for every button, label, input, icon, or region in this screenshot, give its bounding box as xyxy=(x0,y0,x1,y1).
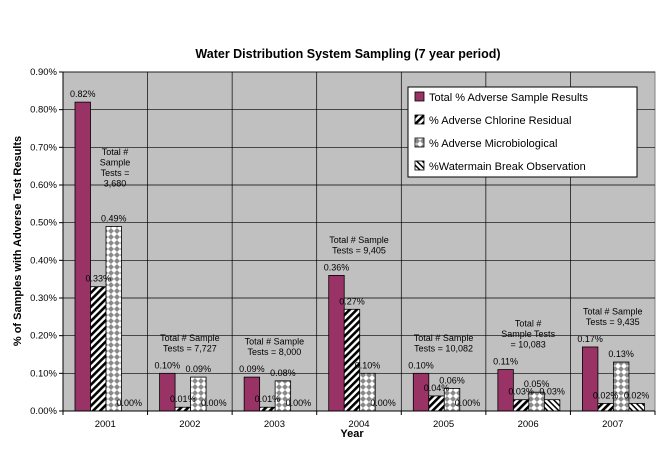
annotation-total-tests: Tests = 10,082 xyxy=(414,343,473,353)
annotation-total-tests: Total # Sample xyxy=(329,235,389,245)
y-axis-ticks: 0.00% 0.10% 0.20% 0.30% 0.40% 0.50% 0.60% 0.70%… xyxy=(30,67,63,417)
annotation-total-tests: Total # Sample xyxy=(160,333,220,343)
bar-diagonal-2002 xyxy=(174,406,191,412)
data-label: 0.10% xyxy=(408,360,434,370)
data-label: 0.01% xyxy=(170,394,196,404)
x-tick-label: 2006 xyxy=(518,419,539,430)
annotation-total-tests: Tests = 8,000 xyxy=(248,347,302,357)
x-axis-title: Year xyxy=(340,428,364,440)
y-tick-label: 0.00% xyxy=(30,406,57,417)
data-label: 0.17% xyxy=(577,334,603,344)
legend-label: % Adverse Chlorine Residual xyxy=(429,115,571,127)
y-axis-title: % of Samples with Adverse Test Results xyxy=(12,136,24,346)
data-label: 0.00% xyxy=(116,398,142,408)
x-tick-label: 2005 xyxy=(433,419,454,430)
bar-solid-2001 xyxy=(74,101,91,412)
y-tick-label: 0.50% xyxy=(30,218,57,229)
data-labels: 0.82% 0.33% 0.49% 0.00% 0.10% 0.01% 0.09% 0.00%… xyxy=(70,89,649,408)
annotation-total-tests: Tests = 9,405 xyxy=(332,245,386,255)
legend-swatch xyxy=(414,114,425,125)
data-label: 0.00% xyxy=(455,398,481,408)
y-tick-label: 0.90% xyxy=(30,67,57,78)
bar-hatch-2006 xyxy=(543,399,561,412)
bar-diagonal-2006 xyxy=(512,399,530,412)
annotation-total-tests: Tests = xyxy=(101,168,130,178)
legend-swatch xyxy=(414,160,425,171)
bar-diamond-2001 xyxy=(105,226,122,412)
legend: Total % Adverse Sample Results % Adverse … xyxy=(407,86,638,178)
data-label: 0.27% xyxy=(339,296,365,306)
data-label: 0.10% xyxy=(355,360,381,370)
annotation-total-tests: Total # Sample xyxy=(245,337,305,347)
annotation-total-tests: Total # Sample xyxy=(414,333,474,343)
y-tick-label: 0.10% xyxy=(30,368,57,379)
bar-diagonal-2005 xyxy=(428,395,445,412)
data-label: 0.02% xyxy=(624,390,650,400)
data-label: 0.00% xyxy=(201,398,227,408)
bar-solid-2002 xyxy=(159,372,176,412)
y-tick-label: 0.60% xyxy=(30,180,57,191)
x-tick-label: 2001 xyxy=(95,419,116,430)
annotation-total-tests: = 10,083 xyxy=(510,340,545,350)
bar-diagonal-2001 xyxy=(90,286,107,412)
annotation-total-tests: Sample xyxy=(100,157,131,167)
bar-diagonal-2003 xyxy=(259,406,276,412)
annotation-total-tests: Total # xyxy=(102,147,129,157)
bar-solid-2007 xyxy=(582,346,599,412)
x-tick-label: 2003 xyxy=(264,419,285,430)
legend-label: %Watermain Break Observation xyxy=(429,161,586,173)
annotation-total-tests: 3,680 xyxy=(104,178,127,188)
data-label: 0.04% xyxy=(424,383,450,393)
data-label: 0.03% xyxy=(539,387,565,397)
legend-box xyxy=(407,86,638,178)
y-tick-label: 0.40% xyxy=(30,255,57,266)
x-tick-label: 2007 xyxy=(602,419,623,430)
x-axis-ticks: 2001 2002 2003 2004 2005 2006 2007 xyxy=(62,411,656,430)
data-label: 0.36% xyxy=(324,262,350,272)
data-label: 0.00% xyxy=(286,398,312,408)
data-label: 0.10% xyxy=(155,360,181,370)
data-label: 0.00% xyxy=(370,398,396,408)
data-label: 0.09% xyxy=(186,364,212,374)
data-label: 0.13% xyxy=(608,349,634,359)
data-label: 0.05% xyxy=(524,379,550,389)
data-label: 0.11% xyxy=(493,357,518,367)
legend-label: % Adverse Microbiological xyxy=(429,138,557,150)
legend-label: Total % Adverse Sample Results xyxy=(429,92,588,104)
data-label: 0.82% xyxy=(70,89,96,99)
legend-swatch xyxy=(414,137,425,148)
annotation-total-tests: Tests = 7,727 xyxy=(163,343,217,353)
bar-diagonal-2007 xyxy=(597,403,614,412)
data-label: 0.33% xyxy=(85,274,111,284)
annotation-total-tests: Sample Tests xyxy=(501,329,555,339)
y-tick-label: 0.70% xyxy=(30,142,57,153)
data-label: 0.03% xyxy=(508,387,534,397)
x-tick-label: 2004 xyxy=(348,419,369,430)
bars xyxy=(74,101,645,412)
annotation-total-tests: Total # Sample xyxy=(583,306,643,316)
data-label: 0.01% xyxy=(255,394,281,404)
chart-title: Water Distribution System Sampling (7 ye… xyxy=(195,47,500,61)
y-tick-label: 0.20% xyxy=(30,331,57,342)
y-tick-label: 0.80% xyxy=(30,105,57,116)
y-tick-label: 0.30% xyxy=(30,293,57,304)
data-label: 0.49% xyxy=(101,213,127,223)
annotation-total-tests: Total # xyxy=(515,319,542,329)
bar-hatch-2007 xyxy=(628,403,645,412)
annotation-total-tests: Tests = 9,435 xyxy=(586,317,640,327)
data-label: 0.09% xyxy=(239,364,265,374)
legend-swatch xyxy=(414,91,425,102)
data-label: 0.06% xyxy=(439,375,465,385)
x-tick-label: 2002 xyxy=(179,419,200,430)
data-label: 0.02% xyxy=(593,390,619,400)
bar-diamond-2007 xyxy=(613,361,630,412)
data-label: 0.08% xyxy=(270,368,296,378)
